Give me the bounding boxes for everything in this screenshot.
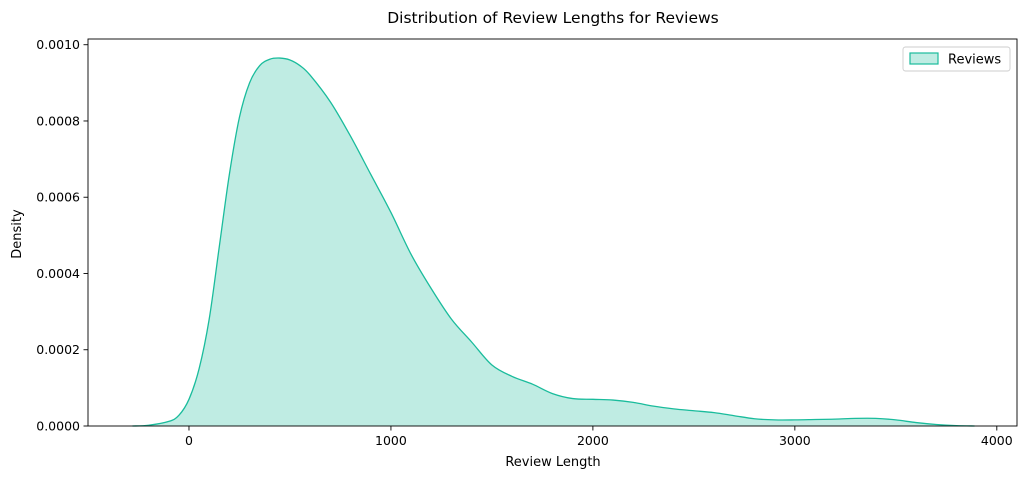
x-tick-label: 2000 bbox=[577, 433, 609, 448]
plot-frame bbox=[87, 38, 1018, 427]
y-axis: 0.0000 0.0002 0.0004 0.0006 0.0008 0.0010 bbox=[36, 37, 88, 434]
x-axis: 0 1000 2000 3000 4000 bbox=[185, 426, 1013, 448]
x-axis-label: Review Length bbox=[505, 455, 600, 470]
chart-title: Distribution of Review Lengths for Revie… bbox=[387, 9, 719, 27]
y-tick-label: 0.0008 bbox=[36, 113, 80, 128]
density-area-0 bbox=[132, 58, 975, 427]
plot-area bbox=[87, 38, 1018, 427]
legend-label: Reviews bbox=[948, 53, 1001, 68]
x-tick-label: 0 bbox=[185, 433, 193, 448]
y-tick-label: 0.0000 bbox=[36, 419, 80, 434]
x-tick-label: 4000 bbox=[981, 433, 1013, 448]
x-tick-label: 3000 bbox=[779, 433, 811, 448]
y-tick-label: 0.0004 bbox=[36, 266, 80, 281]
density-line-0 bbox=[132, 57, 975, 427]
y-tick-label: 0.0002 bbox=[36, 342, 80, 357]
legend-swatch bbox=[909, 52, 939, 65]
x-tick-label: 1000 bbox=[375, 433, 407, 448]
legend: Reviews bbox=[902, 46, 1011, 72]
y-tick-label: 0.0010 bbox=[36, 37, 80, 52]
y-tick-label: 0.0006 bbox=[36, 190, 80, 205]
y-axis-label: Density bbox=[10, 209, 25, 259]
